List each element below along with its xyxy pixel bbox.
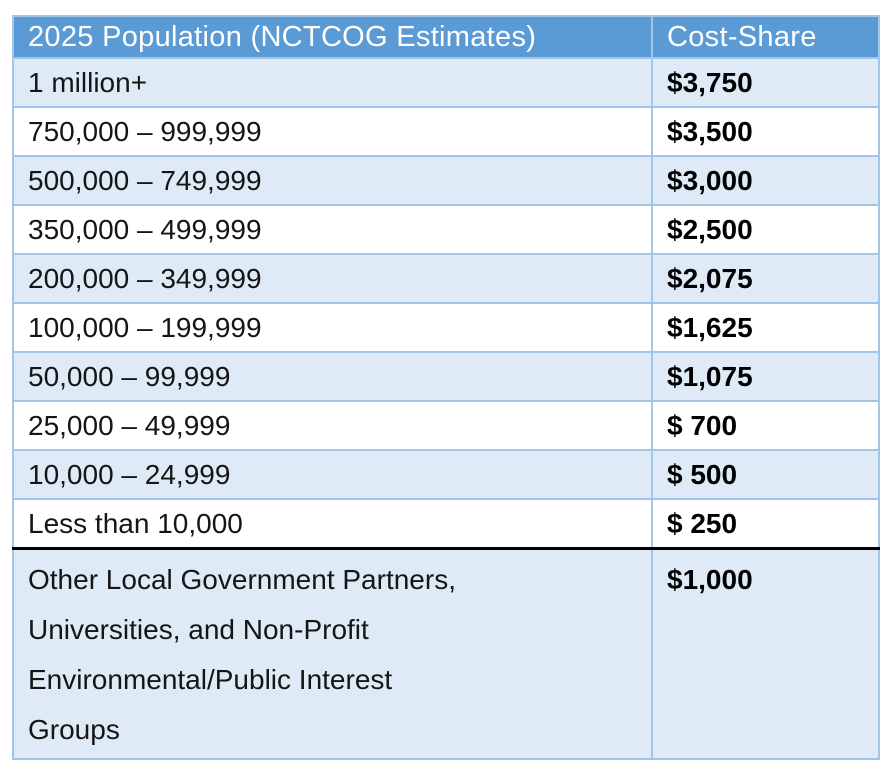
table-row: 100,000 – 199,999 $1,625 <box>12 302 880 353</box>
cost-cell: $1,625 <box>651 302 880 353</box>
cost-share-table-container: 2025 Population (NCTCOG Estimates) Cost-… <box>12 15 880 760</box>
table-row: 10,000 – 24,999 $ 500 <box>12 449 880 500</box>
table-row: 500,000 – 749,999 $3,000 <box>12 155 880 206</box>
population-cell: Other Local Government Partners, Univers… <box>12 547 653 760</box>
cost-cell: $2,500 <box>651 204 880 255</box>
cost-cell: $2,075 <box>651 253 880 304</box>
cost-cell: $3,750 <box>651 57 880 108</box>
population-cell: Less than 10,000 <box>12 498 653 550</box>
cost-cell: $1,000 <box>651 547 880 760</box>
population-cell: 25,000 – 49,999 <box>12 400 653 451</box>
population-header: 2025 Population (NCTCOG Estimates) <box>12 15 653 59</box>
table-footer-row: Other Local Government Partners, Univers… <box>12 547 880 760</box>
cost-share-table: 2025 Population (NCTCOG Estimates) Cost-… <box>12 15 880 760</box>
population-cell: 200,000 – 349,999 <box>12 253 653 304</box>
population-cell: 50,000 – 99,999 <box>12 351 653 402</box>
population-cell: 100,000 – 199,999 <box>12 302 653 353</box>
cost-cell: $3,500 <box>651 106 880 157</box>
population-cell: 500,000 – 749,999 <box>12 155 653 206</box>
cost-cell: $ 500 <box>651 449 880 500</box>
table-row: 25,000 – 49,999 $ 700 <box>12 400 880 451</box>
population-cell: 350,000 – 499,999 <box>12 204 653 255</box>
table-row: 750,000 – 999,999 $3,500 <box>12 106 880 157</box>
cost-cell: $ 250 <box>651 498 880 550</box>
table-header-row: 2025 Population (NCTCOG Estimates) Cost-… <box>12 15 880 59</box>
table-row: 200,000 – 349,999 $2,075 <box>12 253 880 304</box>
cost-share-header: Cost-Share <box>651 15 880 59</box>
population-cell: 750,000 – 999,999 <box>12 106 653 157</box>
population-cell: 10,000 – 24,999 <box>12 449 653 500</box>
cost-cell: $1,075 <box>651 351 880 402</box>
cost-cell: $ 700 <box>651 400 880 451</box>
table-row: 50,000 – 99,999 $1,075 <box>12 351 880 402</box>
cost-cell: $3,000 <box>651 155 880 206</box>
table-row: 1 million+ $3,750 <box>12 57 880 108</box>
table-row: Less than 10,000 $ 250 <box>12 498 880 550</box>
population-cell: 1 million+ <box>12 57 653 108</box>
table-row: 350,000 – 499,999 $2,500 <box>12 204 880 255</box>
